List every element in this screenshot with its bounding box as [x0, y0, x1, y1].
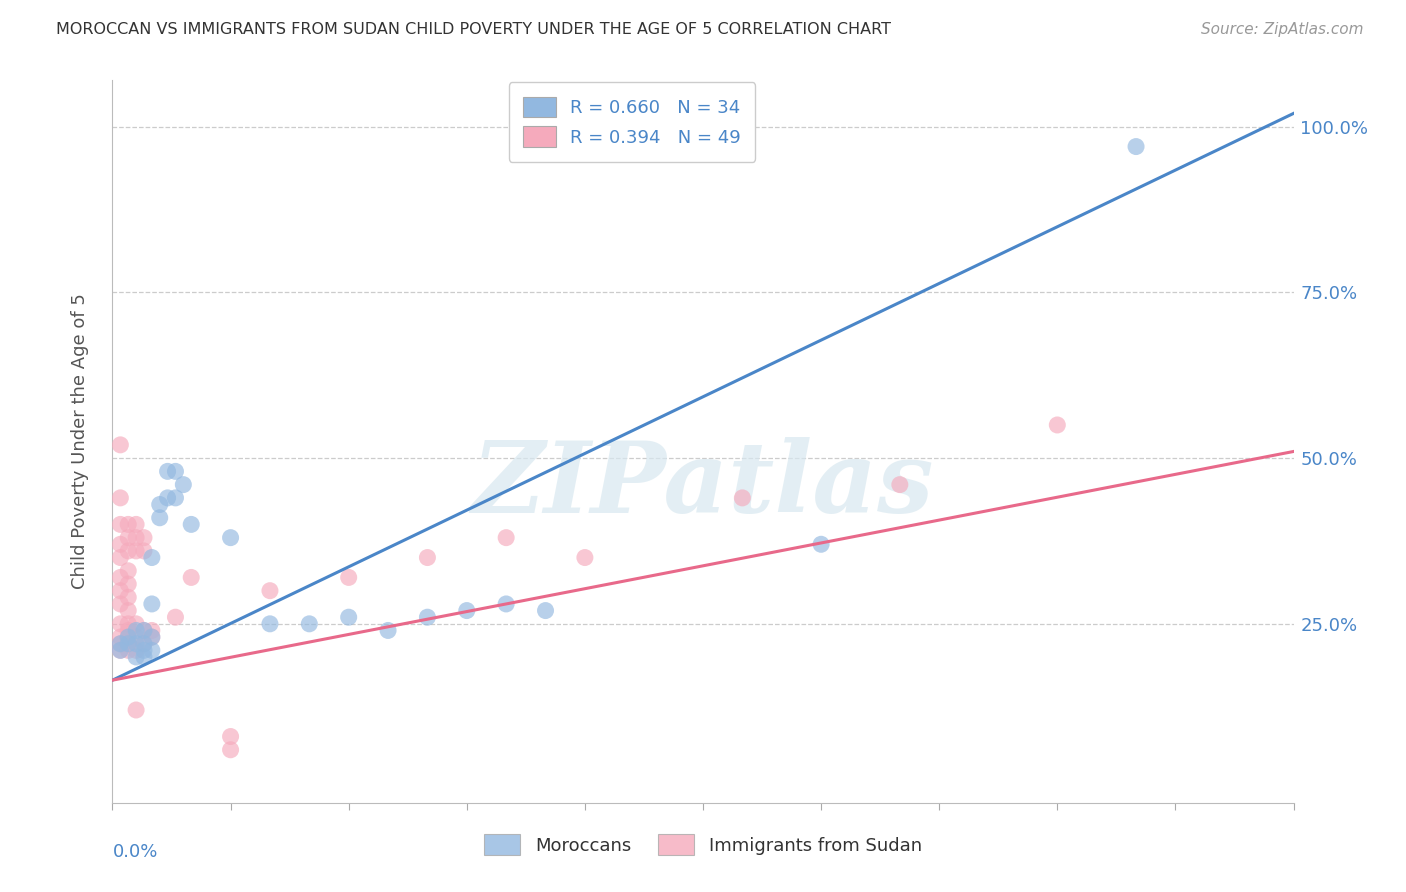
Point	[1046, 417, 1069, 432]
Point	[156, 491, 179, 505]
Text: MOROCCAN VS IMMIGRANTS FROM SUDAN CHILD POVERTY UNDER THE AGE OF 5 CORRELATION C: MOROCCAN VS IMMIGRANTS FROM SUDAN CHILD …	[56, 22, 891, 37]
Point	[125, 616, 148, 631]
Point	[165, 610, 187, 624]
Point	[534, 603, 557, 617]
Point	[110, 643, 132, 657]
Y-axis label: Child Poverty Under the Age of 5: Child Poverty Under the Age of 5	[70, 293, 89, 590]
Point	[495, 597, 517, 611]
Point	[110, 643, 132, 657]
Point	[125, 624, 148, 638]
Point	[132, 637, 155, 651]
Point	[219, 743, 242, 757]
Legend: Moroccans, Immigrants from Sudan: Moroccans, Immigrants from Sudan	[477, 827, 929, 863]
Point	[377, 624, 399, 638]
Point	[132, 650, 155, 665]
Point	[110, 517, 132, 532]
Point	[110, 550, 132, 565]
Point	[125, 544, 148, 558]
Point	[416, 550, 439, 565]
Point	[141, 597, 163, 611]
Point	[110, 630, 132, 644]
Point	[117, 643, 139, 657]
Point	[132, 643, 155, 657]
Point	[810, 537, 832, 551]
Text: Source: ZipAtlas.com: Source: ZipAtlas.com	[1201, 22, 1364, 37]
Point	[110, 570, 132, 584]
Point	[110, 438, 132, 452]
Point	[117, 603, 139, 617]
Point	[574, 550, 596, 565]
Point	[456, 603, 478, 617]
Point	[110, 491, 132, 505]
Point	[117, 616, 139, 631]
Point	[117, 517, 139, 532]
Point	[117, 637, 139, 651]
Point	[731, 491, 754, 505]
Point	[110, 597, 132, 611]
Text: 0.0%: 0.0%	[112, 843, 157, 861]
Point	[117, 624, 139, 638]
Point	[495, 531, 517, 545]
Point	[141, 550, 163, 565]
Point	[117, 630, 139, 644]
Point	[132, 624, 155, 638]
Point	[117, 577, 139, 591]
Point	[1125, 139, 1147, 153]
Point	[110, 583, 132, 598]
Point	[141, 630, 163, 644]
Point	[259, 583, 281, 598]
Point	[172, 477, 194, 491]
Point	[180, 517, 202, 532]
Point	[416, 610, 439, 624]
Point	[141, 624, 163, 638]
Point	[110, 537, 132, 551]
Point	[165, 464, 187, 478]
Point	[125, 517, 148, 532]
Point	[117, 564, 139, 578]
Point	[132, 624, 155, 638]
Point	[219, 531, 242, 545]
Point	[125, 531, 148, 545]
Point	[125, 650, 148, 665]
Point	[117, 531, 139, 545]
Point	[117, 544, 139, 558]
Point	[298, 616, 321, 631]
Point	[337, 570, 360, 584]
Point	[117, 637, 139, 651]
Point	[132, 544, 155, 558]
Point	[110, 616, 132, 631]
Point	[132, 637, 155, 651]
Point	[141, 630, 163, 644]
Point	[259, 616, 281, 631]
Text: ZIPatlas: ZIPatlas	[472, 437, 934, 533]
Point	[141, 643, 163, 657]
Point	[149, 510, 172, 524]
Point	[125, 637, 148, 651]
Point	[125, 643, 148, 657]
Point	[219, 730, 242, 744]
Point	[165, 491, 187, 505]
Point	[156, 464, 179, 478]
Point	[889, 477, 911, 491]
Point	[117, 591, 139, 605]
Point	[110, 637, 132, 651]
Point	[110, 637, 132, 651]
Point	[125, 703, 148, 717]
Point	[337, 610, 360, 624]
Point	[149, 498, 172, 512]
Point	[132, 531, 155, 545]
Point	[117, 630, 139, 644]
Point	[125, 630, 148, 644]
Point	[180, 570, 202, 584]
